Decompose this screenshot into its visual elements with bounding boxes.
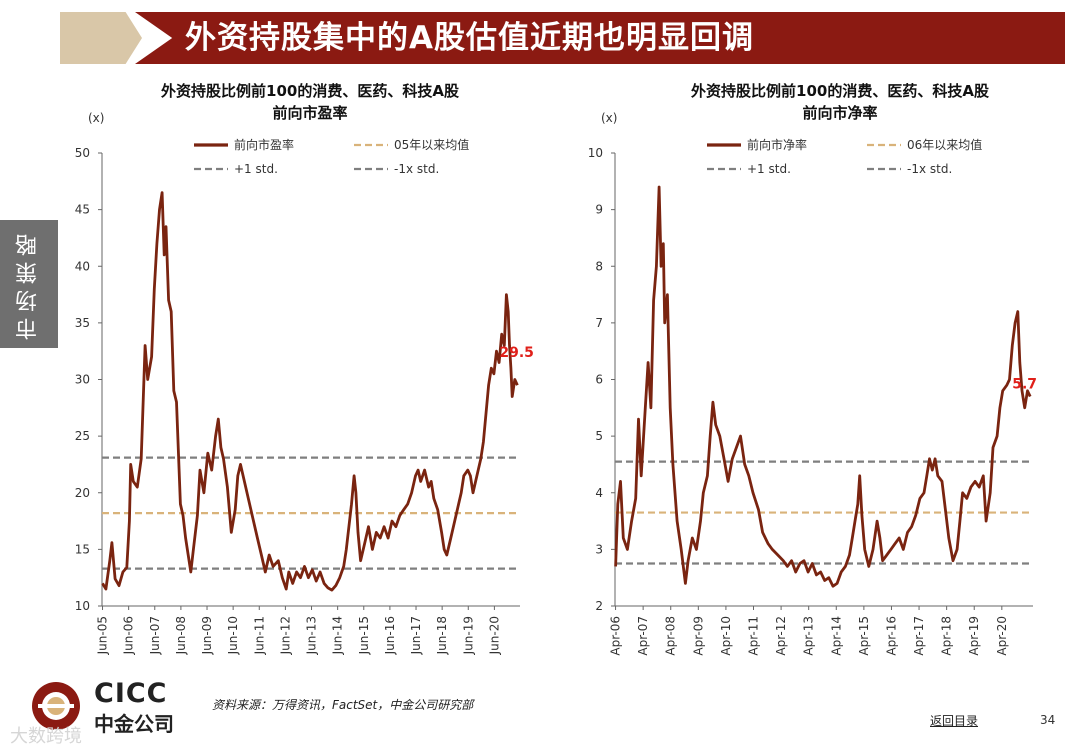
chart-title-pe-line1: 外资持股比例前100的消费、医药、科技A股 [161, 82, 459, 100]
pe-x-tick-label: Jun-12 [278, 616, 292, 655]
pb-y-tick-label: 9 [595, 203, 603, 217]
pb-x-tick-label: Apr-13 [802, 616, 816, 656]
return-to-contents-link[interactable]: 返回目录 [930, 714, 979, 728]
chart-title-pb-line2: 前向市净率 [802, 104, 878, 122]
pb-y-tick-label: 6 [595, 373, 603, 387]
pb-x-tick-label: Apr-07 [636, 616, 650, 656]
watermark-text: 大数跨境 [10, 726, 82, 747]
pe-x-tick-label: Jun-17 [409, 616, 423, 655]
pe-x-tick-label: Jun-09 [200, 616, 214, 655]
pb-x-tick-label: Apr-10 [719, 616, 733, 656]
pb-x-tick-label: Apr-08 [664, 616, 678, 656]
pe-legend-label-mean: 05年以来均值 [394, 137, 469, 152]
pe-y-tick-label: 20 [75, 486, 90, 500]
pe-x-tick-label: Jun-19 [461, 616, 475, 655]
cicc-logo-icon [32, 682, 80, 730]
pe-y-tick-label: 45 [75, 203, 90, 217]
pb-x-tick-label: Apr-15 [857, 616, 871, 656]
pe-y-tick-label: 25 [75, 429, 90, 443]
pb-y-tick-label: 8 [595, 259, 603, 273]
pb-x-tick-label: Apr-14 [829, 616, 843, 656]
pb-x-tick-label: Apr-20 [995, 616, 1009, 656]
section-side-tab[interactable]: 市场策略 [0, 220, 58, 348]
pe-legend-label-series: 前向市盈率 [234, 137, 294, 152]
pe-y-axis-label: (x) [88, 111, 104, 125]
pb-x-tick-label: Apr-12 [774, 616, 788, 656]
pe-x-tick-label: Jun-14 [331, 616, 345, 655]
pb-y-tick-label: 7 [595, 316, 603, 330]
chart-title-pe: 外资持股比例前100的消费、医药、科技A股 前向市盈率 [75, 80, 545, 124]
pe-x-tick-label: Jun-06 [122, 616, 136, 655]
pe-y-tick-label: 15 [75, 542, 90, 556]
pb-last-value-label: 5.7 [1012, 376, 1037, 392]
pb-x-tick-label: Apr-18 [940, 616, 954, 656]
pb-y-tick-label: 10 [588, 146, 603, 160]
pb-legend-label-mean: 06年以来均值 [907, 137, 982, 152]
pe-y-tick-label: 50 [75, 146, 90, 160]
pe-legend-label-plus-std: +1 std. [234, 162, 278, 176]
pe-legend-label-minus-std: -1x std. [394, 162, 439, 176]
pb-y-tick-label: 4 [595, 486, 603, 500]
pb-x-tick-label: Apr-16 [884, 616, 898, 656]
pb-x-tick-label: Apr-17 [912, 616, 926, 656]
pe-x-tick-label: Jun-13 [305, 616, 319, 655]
chart-title-pe-line2: 前向市盈率 [272, 104, 348, 122]
logo-text-cn: 中金公司 [94, 712, 174, 736]
pb-x-tick-label: Apr-06 [609, 616, 623, 656]
header-bar [135, 12, 1065, 64]
page-number: 34 [1040, 713, 1056, 727]
pe-y-tick-label: 35 [75, 316, 90, 330]
pb-x-tick-label: Apr-09 [691, 616, 705, 656]
pe-x-tick-label: Jun-11 [252, 616, 266, 655]
pe-y-tick-label: 10 [75, 599, 90, 613]
page-title: 外资持股集中的A股估值近期也明显回调 [185, 20, 754, 56]
data-source-note: 资料来源：万得资讯，FactSet，中金公司研究部 [212, 698, 474, 712]
chart-title-pb-line1: 外资持股比例前100的消费、医药、科技A股 [691, 82, 989, 100]
pe-x-tick-label: Jun-15 [357, 616, 371, 655]
chart-title-pb: 外资持股比例前100的消费、医药、科技A股 前向市净率 [605, 80, 1075, 124]
pb-y-tick-label: 2 [595, 599, 603, 613]
pb-y-tick-label: 3 [595, 542, 603, 556]
pe-last-value-label: 29.5 [499, 345, 534, 361]
pb-legend-label-plus-std: +1 std. [747, 162, 791, 176]
logo-text-en: CICC [94, 678, 168, 709]
pe-x-tick-label: Jun-16 [383, 616, 397, 655]
pe-y-tick-label: 30 [75, 373, 90, 387]
pe-series-line [101, 191, 519, 592]
pb-y-axis-label: (x) [601, 111, 617, 125]
pe-x-tick-label: Jun-08 [174, 616, 188, 655]
pe-y-tick-label: 40 [75, 259, 90, 273]
pb-x-tick-label: Apr-11 [747, 616, 761, 656]
pb-legend-label-minus-std: -1x std. [907, 162, 952, 176]
header-tab-decoration [60, 12, 142, 64]
pb-series-line [614, 185, 1032, 588]
pb-x-tick-label: Apr-19 [967, 616, 981, 656]
pb-y-tick-label: 5 [595, 429, 603, 443]
pe-x-tick-label: Jun-10 [226, 616, 240, 655]
pe-x-tick-label: Jun-05 [96, 616, 110, 655]
pb-legend-label-series: 前向市净率 [747, 137, 807, 152]
pe-x-tick-label: Jun-18 [435, 616, 449, 655]
pe-x-tick-label: Jun-20 [487, 616, 501, 655]
pe-x-tick-label: Jun-07 [148, 616, 162, 655]
